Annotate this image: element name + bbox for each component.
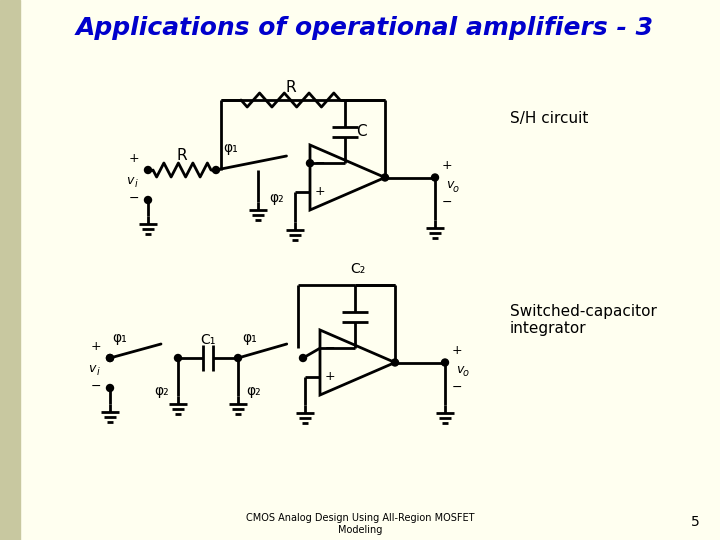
- Circle shape: [212, 166, 220, 173]
- Text: −: −: [129, 192, 139, 205]
- Text: v: v: [126, 173, 134, 186]
- Circle shape: [235, 354, 241, 361]
- Text: +: +: [451, 344, 462, 357]
- Text: +: +: [91, 340, 102, 353]
- Text: i: i: [96, 367, 99, 377]
- Text: φ₁: φ₁: [243, 331, 257, 345]
- Circle shape: [174, 354, 181, 361]
- Text: o: o: [463, 368, 469, 379]
- Circle shape: [107, 384, 114, 391]
- Circle shape: [145, 197, 151, 204]
- Text: CMOS Analog Design Using All-Region MOSFET
Modeling: CMOS Analog Design Using All-Region MOSF…: [246, 513, 474, 535]
- Circle shape: [145, 166, 151, 173]
- Circle shape: [300, 354, 307, 361]
- Text: −: −: [442, 196, 452, 209]
- Text: C₂: C₂: [351, 262, 366, 276]
- Circle shape: [431, 174, 438, 181]
- Text: φ₂: φ₂: [155, 384, 169, 398]
- Text: i: i: [135, 179, 138, 189]
- Bar: [0, 0, 20, 540]
- Circle shape: [392, 359, 398, 366]
- Text: −: −: [315, 157, 325, 170]
- Text: −: −: [451, 381, 462, 394]
- Text: v: v: [446, 178, 454, 191]
- Text: φ₂: φ₂: [269, 191, 284, 205]
- Text: φ₂: φ₂: [247, 384, 261, 398]
- Text: 5: 5: [690, 515, 699, 529]
- Text: C: C: [356, 124, 366, 139]
- Text: R: R: [285, 79, 296, 94]
- Text: o: o: [453, 184, 459, 193]
- Text: Applications of operational amplifiers - 3: Applications of operational amplifiers -…: [76, 16, 654, 40]
- Circle shape: [107, 354, 114, 361]
- Text: +: +: [441, 159, 452, 172]
- Text: R: R: [176, 148, 187, 164]
- Text: −: −: [325, 342, 336, 355]
- Circle shape: [307, 160, 313, 167]
- Text: +: +: [315, 185, 325, 198]
- Text: v: v: [456, 363, 464, 376]
- Text: −: −: [91, 380, 102, 393]
- Text: φ₁: φ₁: [224, 141, 238, 155]
- Text: +: +: [325, 370, 336, 383]
- Text: S/H circuit: S/H circuit: [510, 111, 588, 125]
- Text: φ₁: φ₁: [112, 331, 127, 345]
- Circle shape: [382, 174, 389, 181]
- Text: C₁: C₁: [200, 333, 216, 347]
- Circle shape: [441, 359, 449, 366]
- Circle shape: [107, 354, 114, 361]
- Text: Switched-capacitor
integrator: Switched-capacitor integrator: [510, 304, 657, 336]
- Text: +: +: [129, 152, 139, 165]
- Text: v: v: [89, 361, 96, 375]
